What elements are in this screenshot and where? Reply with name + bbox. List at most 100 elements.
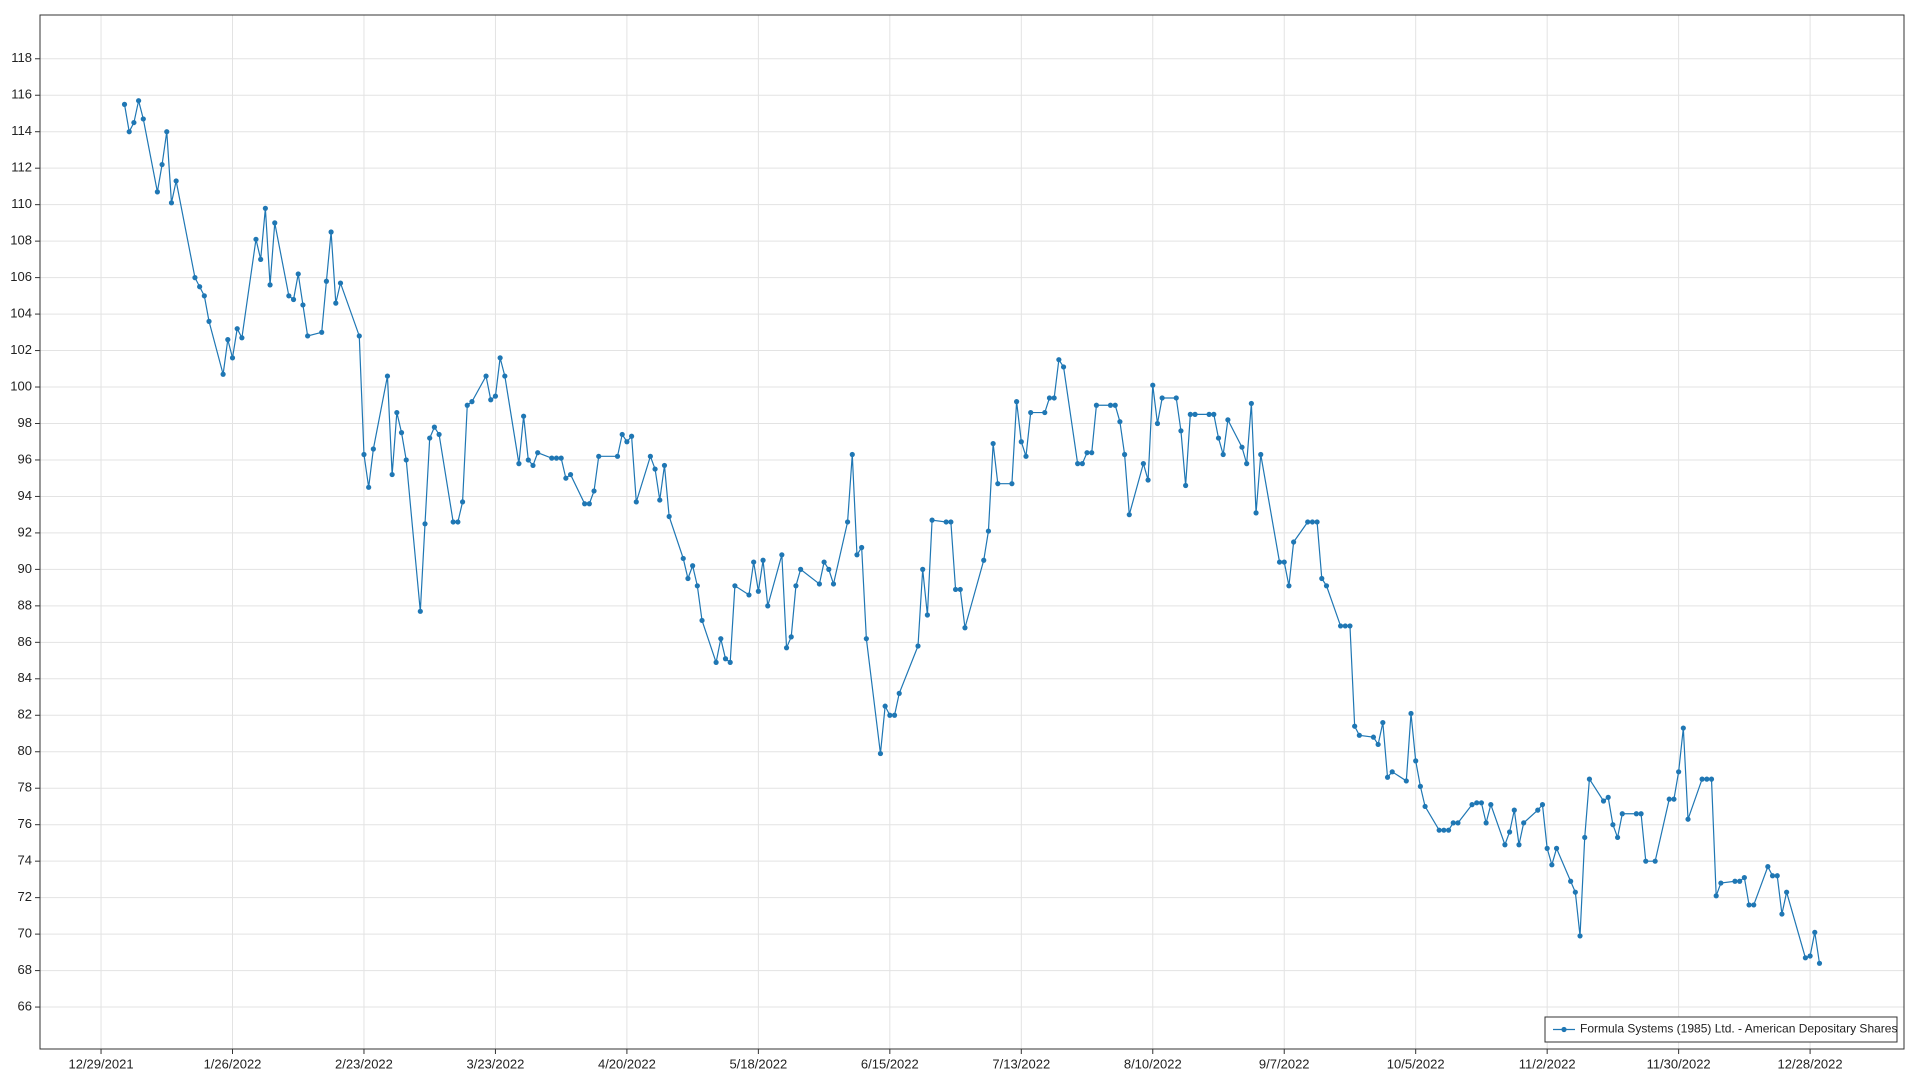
marker xyxy=(431,424,437,430)
y-tick-label: 116 xyxy=(11,87,32,102)
marker xyxy=(1422,803,1428,810)
marker xyxy=(896,690,902,696)
marker xyxy=(1643,858,1649,864)
x-tick-label: 11/2/2022 xyxy=(1519,1056,1576,1071)
marker xyxy=(323,278,330,284)
marker xyxy=(394,409,400,416)
marker xyxy=(1305,519,1311,525)
marker xyxy=(1812,929,1818,935)
marker xyxy=(319,329,325,335)
marker xyxy=(779,552,785,558)
marker xyxy=(1816,960,1823,966)
y-tick-label: 108 xyxy=(10,233,32,248)
x-tick-label: 12/29/2021 xyxy=(68,1056,133,1071)
marker xyxy=(751,559,757,565)
marker xyxy=(995,481,1001,487)
marker xyxy=(1474,800,1480,806)
marker xyxy=(821,559,827,565)
marker xyxy=(962,625,968,631)
marker xyxy=(1192,411,1198,417)
marker xyxy=(1511,807,1517,813)
marker xyxy=(1746,902,1752,908)
y-tick-label: 112 xyxy=(11,160,32,175)
marker xyxy=(1319,575,1325,582)
marker xyxy=(924,612,930,618)
marker xyxy=(1680,725,1686,731)
marker xyxy=(1445,827,1452,833)
marker xyxy=(1384,774,1391,780)
marker xyxy=(361,451,367,458)
marker xyxy=(1084,450,1090,456)
marker xyxy=(164,129,170,135)
marker xyxy=(1652,858,1658,864)
marker xyxy=(436,431,442,438)
marker xyxy=(1488,802,1494,808)
marker xyxy=(1572,889,1578,895)
marker xyxy=(863,636,869,642)
y-tick-label: 94 xyxy=(18,488,32,503)
marker xyxy=(366,484,372,490)
y-tick-label: 84 xyxy=(18,670,32,685)
marker xyxy=(586,501,592,507)
marker xyxy=(981,557,987,563)
marker xyxy=(1784,889,1790,895)
marker xyxy=(985,528,992,534)
marker xyxy=(1089,450,1095,456)
marker xyxy=(140,116,146,122)
marker xyxy=(798,566,804,572)
y-tick-label: 104 xyxy=(10,306,32,321)
marker xyxy=(1450,820,1456,826)
y-tick-label: 118 xyxy=(11,50,32,65)
marker xyxy=(1352,723,1358,729)
marker xyxy=(1751,902,1757,908)
marker xyxy=(1807,953,1813,959)
marker xyxy=(690,563,696,569)
marker xyxy=(1483,820,1489,826)
marker xyxy=(596,453,602,459)
marker xyxy=(816,581,823,587)
x-tick-label: 5/18/2022 xyxy=(729,1056,787,1071)
marker xyxy=(502,373,508,379)
marker xyxy=(1718,880,1724,886)
marker xyxy=(793,583,799,589)
marker xyxy=(521,413,527,419)
marker xyxy=(1375,741,1381,748)
legend-label: Formula Systems (1985) Ltd. - American D… xyxy=(1580,1022,1897,1036)
marker xyxy=(891,712,898,718)
x-tick-label: 2/23/2022 xyxy=(335,1056,393,1071)
marker xyxy=(1704,776,1710,782)
marker xyxy=(1774,873,1780,879)
marker xyxy=(1309,519,1316,525)
marker xyxy=(1610,822,1616,828)
marker xyxy=(1342,623,1348,629)
y-tick-label: 96 xyxy=(18,451,32,466)
marker xyxy=(1112,402,1118,408)
marker xyxy=(427,435,433,441)
marker xyxy=(1323,583,1330,589)
marker xyxy=(657,497,663,503)
marker xyxy=(1413,758,1419,764)
marker xyxy=(1244,461,1250,467)
marker xyxy=(1666,796,1672,802)
marker xyxy=(1056,357,1062,363)
marker xyxy=(206,318,212,324)
marker xyxy=(389,471,395,478)
y-tick-label: 76 xyxy=(18,816,32,831)
marker xyxy=(1553,845,1560,852)
y-tick-label: 70 xyxy=(18,926,32,941)
marker xyxy=(1741,874,1747,881)
marker xyxy=(1239,444,1245,450)
marker xyxy=(1779,911,1785,917)
marker xyxy=(619,431,625,438)
marker xyxy=(1582,834,1588,841)
marker xyxy=(1469,802,1475,808)
marker xyxy=(455,519,461,525)
x-tick-label: 10/5/2022 xyxy=(1387,1056,1445,1071)
marker xyxy=(1075,461,1081,467)
x-tick-label: 12/28/2022 xyxy=(1778,1056,1843,1071)
marker xyxy=(1539,802,1546,808)
marker xyxy=(553,455,560,461)
marker xyxy=(1708,776,1715,782)
marker xyxy=(957,586,963,593)
